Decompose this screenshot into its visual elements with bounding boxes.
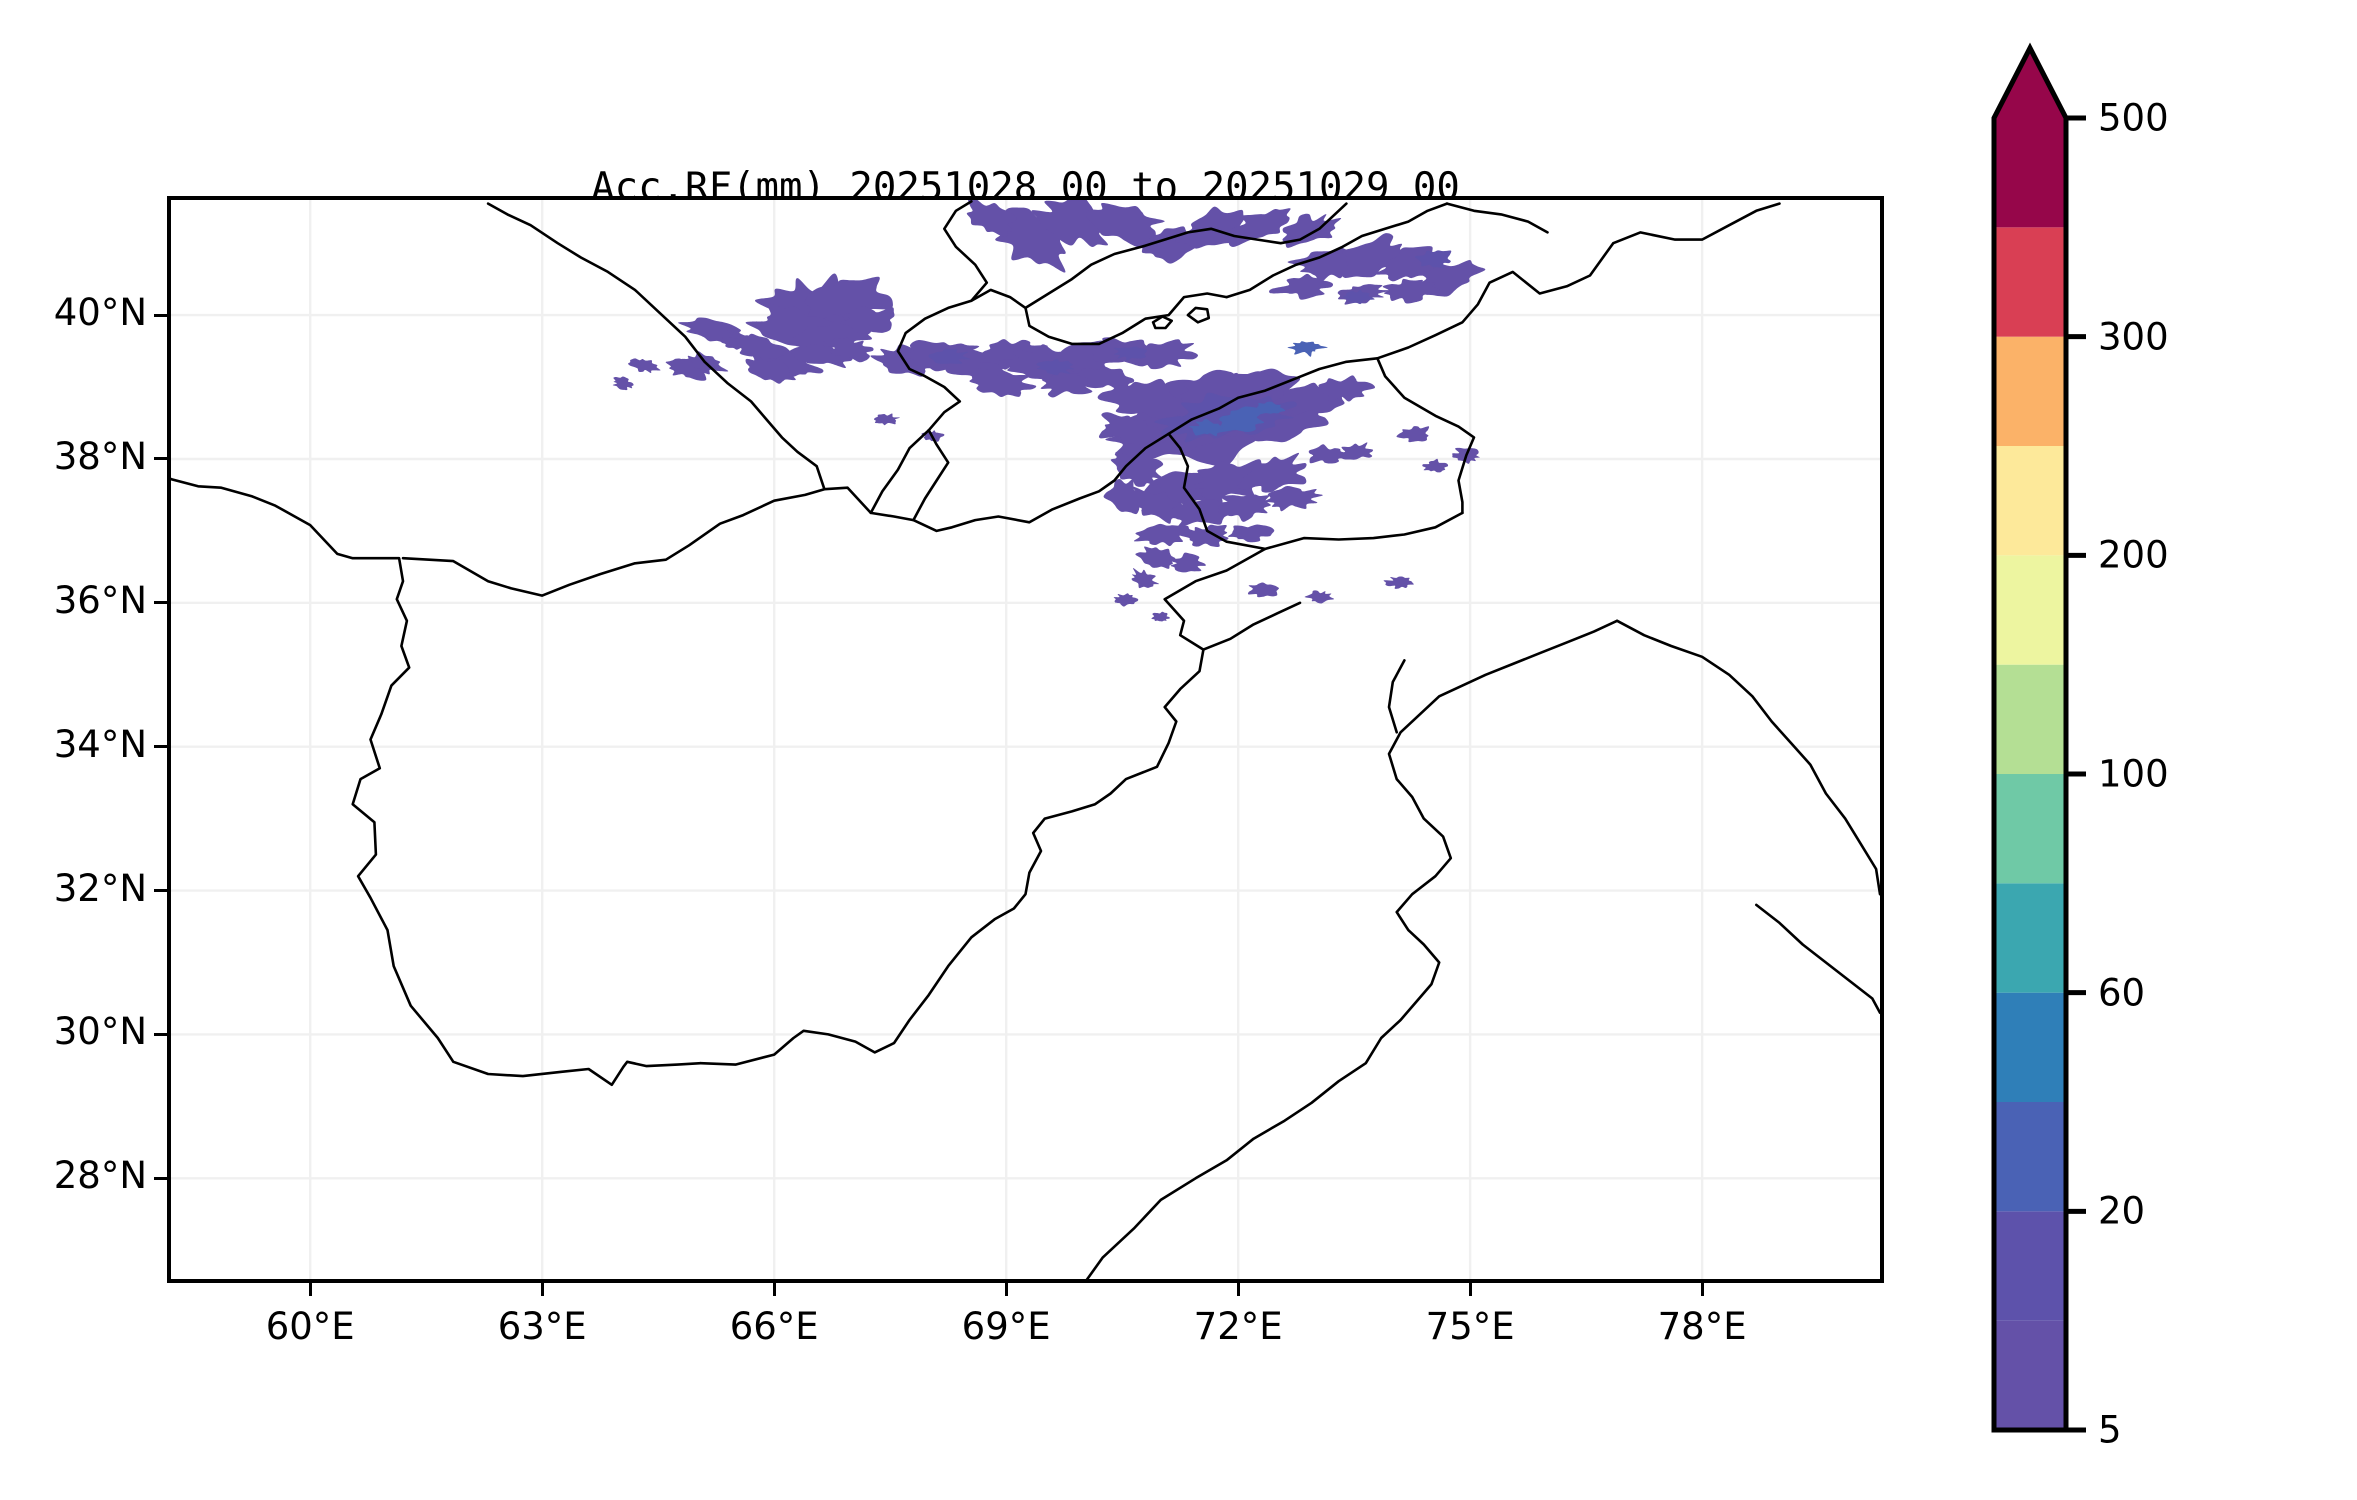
x-tick-mark <box>1700 1283 1704 1296</box>
y-tick-mark <box>154 889 167 893</box>
colorbar: 5 20 60 100 200 300 500 <box>1990 40 2350 1452</box>
x-tick-label: 66°E <box>729 1305 819 1348</box>
x-tick-mark <box>1468 1283 1472 1296</box>
x-tick-mark <box>1004 1283 1008 1296</box>
country-borders <box>171 200 1880 1279</box>
y-tick-label: 38°N <box>53 434 147 478</box>
x-tick-label: 60°E <box>265 1305 355 1348</box>
x-tick-label: 69°E <box>961 1305 1051 1348</box>
y-tick-mark <box>154 1176 167 1180</box>
y-tick-label: 28°N <box>53 1154 147 1198</box>
y-tick-mark <box>154 313 167 317</box>
y-tick-mark <box>154 457 167 461</box>
x-tick-label: 78°E <box>1657 1305 1747 1348</box>
colorbar-tick-label: 300 <box>2098 315 2169 359</box>
x-tick-label: 75°E <box>1425 1305 1515 1348</box>
colorbar-tick-label: 60 <box>2098 971 2146 1015</box>
y-tick-label: 34°N <box>53 722 147 766</box>
y-tick-label: 32°N <box>53 866 147 910</box>
y-tick-label: 36°N <box>53 578 147 622</box>
x-tick-mark <box>1236 1283 1240 1296</box>
x-tick-mark <box>540 1283 544 1296</box>
colorbar-tick-label: 100 <box>2098 752 2169 796</box>
x-tick-mark <box>772 1283 776 1296</box>
y-tick-mark <box>154 601 167 605</box>
colorbar-tick-label: 200 <box>2098 533 2169 577</box>
colorbar-tick-label: 500 <box>2098 96 2169 140</box>
x-tick-mark <box>308 1283 312 1296</box>
y-tick-mark <box>154 1032 167 1036</box>
x-tick-label: 72°E <box>1193 1305 1283 1348</box>
colorbar-tick-label: 5 <box>2098 1408 2122 1452</box>
y-tick-label: 40°N <box>53 291 147 335</box>
y-tick-label: 30°N <box>53 1010 147 1054</box>
y-tick-mark <box>154 745 167 749</box>
map-canvas <box>171 200 1880 1279</box>
map-axes <box>167 196 1884 1283</box>
colorbar-swatches <box>1991 42 2086 1433</box>
colorbar-tick-label: 20 <box>2098 1189 2146 1233</box>
x-tick-label: 63°E <box>497 1305 587 1348</box>
